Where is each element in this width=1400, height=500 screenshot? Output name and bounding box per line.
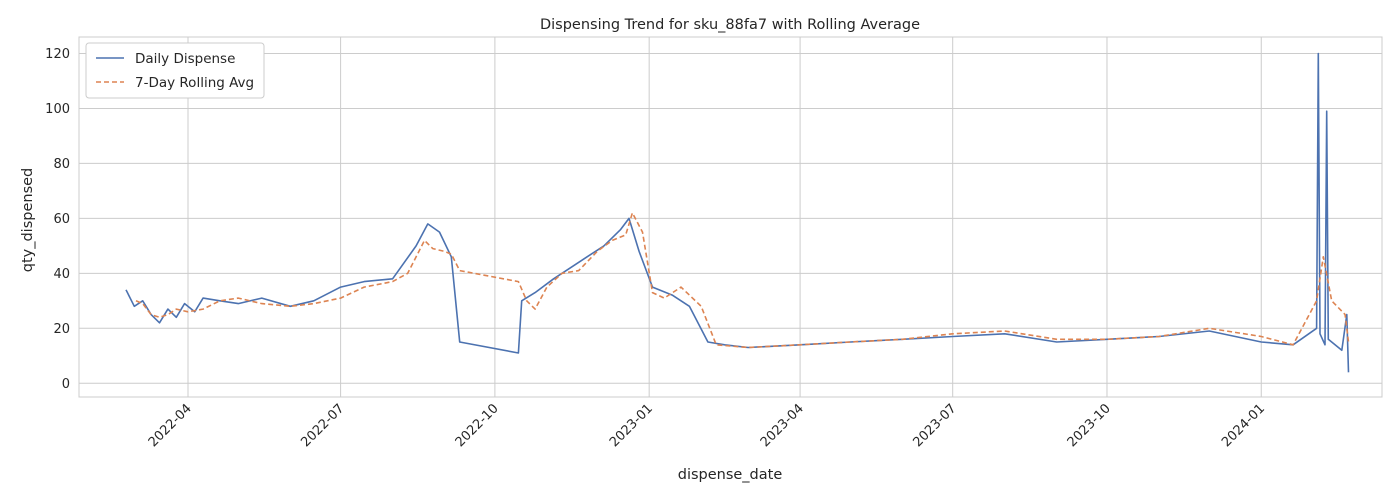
- series-daily-dispense: [125, 52, 1350, 373]
- y-tick-label: 60: [53, 212, 70, 227]
- x-tick-label: 2022-07: [298, 401, 347, 450]
- x-tick-label: 2023-04: [758, 401, 807, 450]
- y-tick-label: 80: [53, 157, 70, 172]
- x-tick-label: 2024-01: [1219, 401, 1268, 450]
- y-tick-label: 120: [45, 47, 70, 62]
- y-tick-label: 0: [62, 377, 70, 392]
- legend-label-rolling: 7-Day Rolling Avg: [135, 75, 254, 91]
- plot-border: [78, 36, 1383, 398]
- plot-area: [125, 52, 1350, 373]
- series-rolling-average: [135, 212, 1350, 349]
- legend-box: [85, 42, 265, 99]
- y-axis-label: qty_dispensed: [20, 168, 36, 273]
- x-axis-ticks: 2022-04 2022-07 2022-10 2023-01 2023-04 2023-…: [146, 401, 1268, 450]
- y-tick-label: 40: [53, 267, 70, 282]
- x-tick-label: 2022-10: [453, 401, 502, 450]
- x-tick-label: 2023-01: [607, 401, 656, 450]
- legend: Daily Dispense 7-Day Rolling Avg: [85, 42, 265, 99]
- axes-frame: [78, 36, 1383, 398]
- y-tick-label: 20: [53, 322, 70, 337]
- x-tick-label: 2023-10: [1065, 401, 1114, 450]
- y-axis-ticks: 0 20 40 60 80 100 120: [45, 47, 70, 392]
- x-tick-label: 2023-07: [911, 401, 960, 450]
- x-axis-label: dispense_date: [678, 467, 783, 483]
- x-tick-label: 2022-04: [146, 401, 195, 450]
- grid: [79, 37, 1382, 397]
- legend-label-daily: Daily Dispense: [135, 51, 235, 67]
- chart-title: Dispensing Trend for sku_88fa7 with Roll…: [540, 17, 920, 33]
- y-tick-label: 100: [45, 102, 70, 117]
